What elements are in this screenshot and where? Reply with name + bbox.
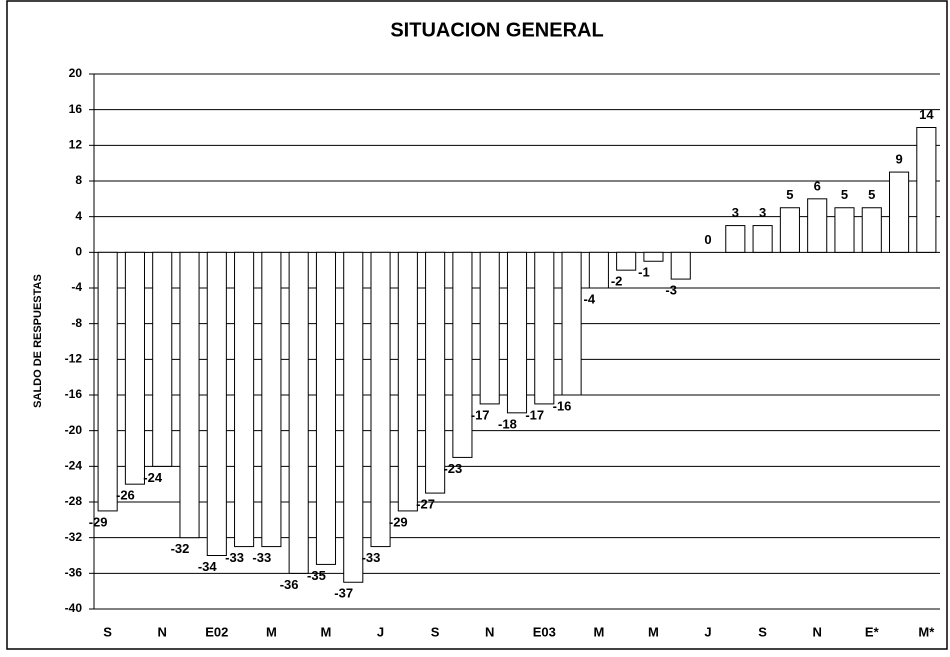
data-label: 3	[732, 205, 739, 220]
bar	[643, 251, 664, 262]
y-tick-label: -36	[65, 566, 83, 580]
data-label: -34	[198, 559, 218, 574]
y-tick-label: -16	[65, 387, 83, 401]
y-tick-label: -20	[65, 423, 83, 437]
data-label: -32	[171, 541, 190, 556]
data-label: 9	[895, 152, 902, 167]
bar	[261, 251, 282, 548]
bar	[206, 251, 227, 556]
data-label: 3	[759, 205, 766, 220]
data-label: -17	[471, 407, 490, 422]
bar	[506, 251, 528, 414]
x-tick-label: M*	[918, 624, 935, 639]
bar	[370, 251, 391, 548]
data-label: -16	[553, 398, 572, 413]
bar	[343, 251, 364, 583]
bar	[425, 251, 446, 494]
x-tick-label: S	[103, 624, 112, 639]
bar	[616, 251, 637, 271]
data-label: 5	[841, 187, 848, 202]
y-tick-label: -24	[65, 459, 83, 473]
frame	[6, 0, 948, 650]
x-tick-label: J	[704, 624, 711, 639]
x-tick-label: E03	[533, 624, 556, 639]
bar	[834, 207, 855, 253]
data-label: 5	[786, 187, 793, 202]
data-label: -24	[143, 470, 163, 485]
data-label: -33	[252, 550, 271, 565]
bar	[670, 251, 691, 280]
data-label: -26	[116, 488, 135, 503]
bar	[916, 127, 937, 253]
data-label: -35	[307, 568, 326, 583]
data-label: -33	[225, 550, 244, 565]
bar	[779, 207, 800, 253]
bar	[479, 251, 500, 405]
x-tick-label: S	[758, 624, 767, 639]
y-tick-label: -28	[65, 494, 83, 508]
bar	[234, 251, 255, 548]
x-tick-label: E02	[205, 624, 228, 639]
data-label: 0	[704, 232, 711, 247]
data-label: -2	[611, 274, 623, 289]
bar	[725, 225, 746, 253]
bar	[179, 251, 200, 539]
x-tick-label: N	[812, 624, 821, 639]
data-label: -36	[280, 577, 299, 592]
x-tick-label: S	[431, 624, 440, 639]
y-tick-label: -8	[71, 316, 82, 330]
bar	[588, 251, 609, 289]
data-label: -4	[584, 291, 596, 306]
bar	[124, 251, 145, 485]
bar	[534, 251, 555, 405]
x-tick-label: M	[648, 624, 659, 639]
data-label: -18	[498, 416, 517, 431]
bar	[315, 251, 337, 565]
data-label: -33	[362, 550, 381, 565]
bar	[288, 251, 309, 574]
bar	[452, 251, 473, 458]
bar	[397, 251, 418, 512]
data-label: -17	[525, 407, 544, 422]
y-axis-label: SALDO DE RESPUESTAS	[32, 274, 44, 408]
data-label: -29	[389, 514, 408, 529]
data-label: 6	[814, 178, 821, 193]
bar	[861, 207, 882, 253]
y-tick-label: 0	[75, 245, 82, 259]
x-tick-label: J	[377, 624, 384, 639]
y-tick-label: -32	[65, 530, 83, 544]
x-tick-label: N	[158, 624, 167, 639]
bar	[152, 251, 173, 467]
x-tick-label: E*	[865, 624, 880, 639]
bar	[97, 251, 118, 512]
x-tick-label: M	[266, 624, 277, 639]
data-label: -23	[443, 461, 462, 476]
bar	[807, 198, 828, 253]
x-tick-label: M	[593, 624, 604, 639]
y-tick-label: 20	[69, 66, 83, 80]
bar	[561, 251, 582, 396]
y-tick-label: -12	[65, 352, 83, 366]
data-label: 5	[868, 187, 875, 202]
data-label: -3	[665, 283, 677, 298]
data-label: 14	[919, 107, 934, 122]
y-tick-label: 16	[69, 102, 83, 116]
data-label: -29	[89, 514, 108, 529]
x-tick-label: M	[321, 624, 332, 639]
y-tick-label: -40	[65, 601, 83, 615]
data-label: -37	[334, 586, 353, 601]
bar	[889, 171, 910, 253]
data-label: -27	[416, 497, 435, 512]
x-tick-label: N	[485, 624, 494, 639]
y-tick-label: -4	[71, 280, 82, 294]
y-tick-label: 4	[75, 209, 82, 223]
y-tick-label: 8	[75, 173, 82, 187]
chart-title: SITUACION GENERAL	[390, 19, 603, 41]
data-label: -1	[638, 265, 650, 280]
y-tick-label: 12	[69, 138, 83, 152]
bar	[752, 225, 773, 253]
